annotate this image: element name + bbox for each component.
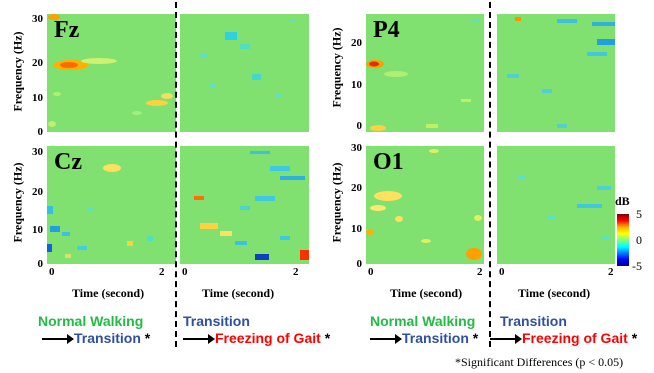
p4-ytick-0: 0 [356,120,363,132]
y-axis-label-cz: Frequency (Hz) [10,162,25,243]
colorbar-unit: dB [615,194,630,208]
cz-ytick-10: 10 [32,224,43,236]
arrow-icon [42,334,74,345]
y-axis-label-o1: Frequency (Hz) [329,162,344,243]
x-axis-label-right-1: Time (second) [390,286,463,300]
spectrogram-fz-transition-fog [180,14,309,132]
channel-label-cz: Cz [54,149,82,175]
cz-ytick-20: 20 [32,186,43,198]
cmp-right-block-left-mark: * [472,330,479,346]
cmp-left-mark: * [144,330,151,346]
fz-ytick-0: 0 [37,126,44,138]
channel-label-p4: P4 [373,17,400,43]
o1-ytick-10: 10 [351,223,362,235]
spectrogram-cz-nw-transition: Cz [47,146,176,264]
spectrogram-o1-transition-fog [497,146,615,264]
p4-ytick-10: 10 [351,79,362,91]
cz-ytick-30: 30 [32,146,43,158]
x-axis-label-right-2: Time (second) [518,286,591,300]
cmp-right-block-right-to-row: Freezing of Gait * [490,329,637,347]
fz-ytick-30: 30 [32,13,43,25]
cmp-left-to-row: Transition * [42,329,150,347]
fz-cz-xtick-0-left: 0 [49,266,55,278]
x-axis-label-left-2: Time (second) [202,286,275,300]
cmp-right-block-left-to: Transition [402,330,469,346]
cmp-right-block-left-from: Normal Walking [370,313,476,329]
p4-ytick-20: 20 [351,37,362,49]
colorbar-mid: 0 [636,233,642,247]
channel-label-fz: Fz [54,17,80,43]
significance-footnote: *Significant Differences (p < 0.05) [455,355,624,369]
cmp-left-from: Normal Walking [38,313,144,329]
cmp-right-block-left-to-row: Transition * [370,329,478,347]
fz-cz-xtick-2-left: 2 [159,266,165,278]
spectrogram-o1-nw-transition: O1 [366,146,484,264]
o1-ytick-20: 20 [351,182,362,194]
p4-o1-xtick-0-right: 0 [499,266,505,278]
fz-cz-xtick-0-right: 0 [182,266,188,278]
arrow-icon [183,334,215,345]
cmp-right-from: Transition [183,313,250,329]
x-axis-label-left-1: Time (second) [72,286,145,300]
right-divider [489,2,491,347]
fz-ytick-20: 20 [32,57,43,69]
y-axis-label-fz: Frequency (Hz) [10,31,25,112]
o1-ytick-0: 0 [356,258,363,270]
cmp-right-mark: * [324,330,331,346]
cmp-right-block-right-from: Transition [500,313,567,329]
arrow-icon [490,334,522,345]
colorbar-max: 5 [636,207,642,221]
cmp-right-to-row: Freezing of Gait * [183,329,330,347]
fz-cz-xtick-2-right: 2 [293,266,299,278]
y-axis-label-p4: Frequency (Hz) [329,27,344,108]
p4-o1-xtick-2-left: 2 [477,266,483,278]
left-divider [175,2,177,347]
cmp-right-to: Freezing of Gait [215,330,321,346]
fz-ytick-10: 10 [32,92,43,104]
p4-o1-xtick-2-right: 2 [608,266,614,278]
channel-label-o1: O1 [373,149,404,175]
arrow-icon [370,334,402,345]
spectrogram-p4-nw-transition: P4 [366,14,484,132]
cmp-right-block-right-mark: * [631,330,638,346]
p4-o1-xtick-0-left: 0 [368,266,374,278]
cz-ytick-0: 0 [37,258,44,270]
o1-ytick-30: 30 [351,142,362,154]
spectrogram-cz-transition-fog [180,146,309,264]
cmp-left-to: Transition [74,330,141,346]
spectrogram-p4-transition-fog [497,14,615,132]
cmp-right-block-right-to: Freezing of Gait [522,330,628,346]
spectrogram-fz-nw-transition: Fz [47,14,176,132]
colorbar-min: -5 [632,259,642,273]
colorbar [617,214,629,266]
